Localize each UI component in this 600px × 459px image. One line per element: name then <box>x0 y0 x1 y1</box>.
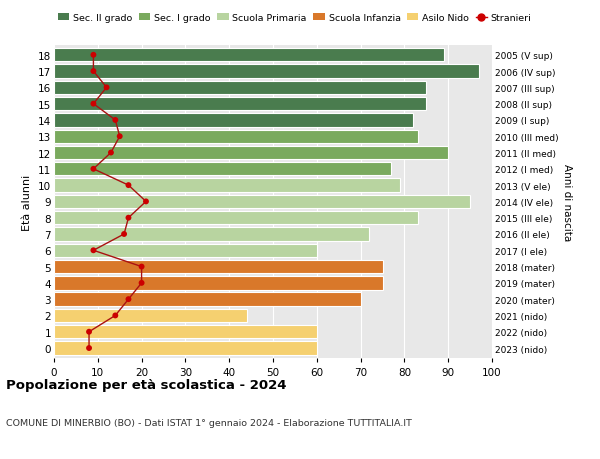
Bar <box>54 212 418 225</box>
Point <box>89 101 98 108</box>
Bar <box>54 114 413 127</box>
Point <box>89 247 98 254</box>
Point <box>124 182 133 190</box>
Bar <box>54 260 383 274</box>
Bar <box>54 82 426 95</box>
Text: COMUNE DI MINERBIO (BO) - Dati ISTAT 1° gennaio 2024 - Elaborazione TUTTITALIA.I: COMUNE DI MINERBIO (BO) - Dati ISTAT 1° … <box>6 418 412 427</box>
Point <box>124 214 133 222</box>
Point <box>137 263 146 271</box>
Bar <box>54 309 247 322</box>
Point <box>102 84 112 92</box>
Bar <box>54 244 317 257</box>
Bar <box>54 325 317 339</box>
Point <box>137 280 146 287</box>
Point <box>89 166 98 173</box>
Point <box>106 150 116 157</box>
Y-axis label: Anni di nascita: Anni di nascita <box>562 163 572 241</box>
Bar <box>54 293 361 306</box>
Bar <box>54 228 370 241</box>
Bar <box>54 341 317 355</box>
Bar <box>54 179 400 192</box>
Bar <box>54 130 418 144</box>
Bar <box>54 163 391 176</box>
Point <box>84 328 94 336</box>
Point <box>119 231 129 238</box>
Bar <box>54 98 426 111</box>
Bar <box>54 195 470 209</box>
Bar <box>54 146 448 160</box>
Y-axis label: Età alunni: Età alunni <box>22 174 32 230</box>
Point <box>124 296 133 303</box>
Text: Popolazione per età scolastica - 2024: Popolazione per età scolastica - 2024 <box>6 379 287 392</box>
Point <box>89 52 98 59</box>
Point <box>115 133 125 140</box>
Point <box>141 198 151 206</box>
Point <box>110 117 120 124</box>
Point <box>89 68 98 76</box>
Bar <box>54 277 383 290</box>
Legend: Sec. II grado, Sec. I grado, Scuola Primaria, Scuola Infanzia, Asilo Nido, Stran: Sec. II grado, Sec. I grado, Scuola Prim… <box>55 10 535 27</box>
Point <box>110 312 120 319</box>
Bar <box>54 65 479 78</box>
Point <box>84 345 94 352</box>
Bar <box>54 49 444 62</box>
